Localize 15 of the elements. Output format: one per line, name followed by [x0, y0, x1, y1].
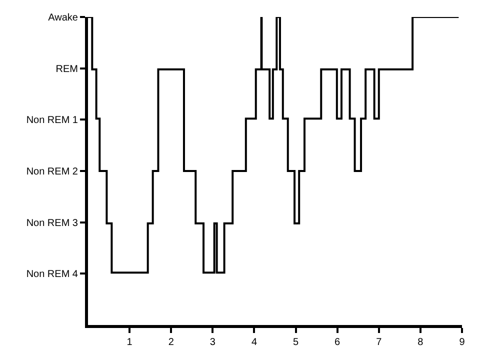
category-label: Non REM 3	[26, 218, 78, 229]
x-tick-label: 9	[459, 337, 466, 348]
x-tick-label: 3	[210, 337, 216, 348]
x-tick-label: 5	[293, 337, 299, 348]
x-tick-label: 2	[168, 337, 174, 348]
x-tick-label: 8	[418, 337, 424, 348]
x-tick-label: 7	[376, 337, 382, 348]
x-tick-label: 6	[334, 337, 341, 348]
x-tick-label: 1	[126, 337, 133, 348]
x-tick-label: 4	[251, 337, 258, 348]
category-label: Non REM 2	[26, 166, 78, 178]
category-label: Non REM 1	[26, 115, 78, 126]
category-label: REM	[56, 64, 78, 75]
category-label: Awake	[48, 12, 78, 24]
category-label: Non REM 4	[26, 269, 78, 280]
